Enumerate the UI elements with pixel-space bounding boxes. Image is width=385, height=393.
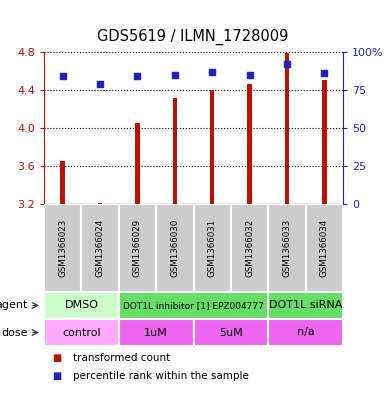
Bar [285,53,289,204]
Bar [194,319,268,346]
Text: GSM1366024: GSM1366024 [95,219,105,277]
Text: dose: dose [2,327,28,338]
Point [60,73,66,79]
Text: percentile rank within the sample: percentile rank within the sample [73,371,249,381]
Text: GSM1366031: GSM1366031 [208,219,217,277]
Text: 5uM: 5uM [219,327,243,338]
Text: DMSO: DMSO [64,301,99,310]
Bar [172,97,177,204]
Point [97,81,103,87]
Text: GSM1366034: GSM1366034 [320,219,329,277]
Point [246,72,253,78]
Text: GSM1366030: GSM1366030 [170,219,179,277]
Text: 1uM: 1uM [144,327,168,338]
Bar [306,204,343,292]
Text: ■: ■ [52,371,61,381]
Bar [135,123,140,204]
Bar [322,79,326,204]
Text: ■: ■ [52,353,61,363]
Text: GSM1366023: GSM1366023 [58,219,67,277]
Point [284,61,290,67]
Text: agent: agent [0,301,28,310]
Bar [44,292,119,319]
Bar [44,204,81,292]
Point [209,69,215,75]
Text: GSM1366032: GSM1366032 [245,219,254,277]
Bar [268,292,343,319]
Bar [268,319,343,346]
Text: DOT1L inhibitor [1] EPZ004777: DOT1L inhibitor [1] EPZ004777 [123,301,264,310]
Bar [231,204,268,292]
Point [134,73,141,79]
Point [172,72,178,78]
Bar [44,319,119,346]
Text: control: control [62,327,101,338]
Bar [81,204,119,292]
Text: n/a: n/a [297,327,315,338]
Bar [60,161,65,204]
Bar [98,203,102,204]
Bar [268,204,306,292]
Text: GDS5619 / ILMN_1728009: GDS5619 / ILMN_1728009 [97,29,288,45]
Text: DOT1L siRNA: DOT1L siRNA [269,301,342,310]
Bar [194,204,231,292]
Bar [210,90,214,204]
Text: transformed count: transformed count [73,353,170,363]
Bar [247,84,252,204]
Bar [119,292,268,319]
Point [321,70,327,76]
Text: GSM1366029: GSM1366029 [133,219,142,277]
Bar [156,204,194,292]
Bar [119,319,194,346]
Text: GSM1366033: GSM1366033 [283,219,291,277]
Bar [119,204,156,292]
